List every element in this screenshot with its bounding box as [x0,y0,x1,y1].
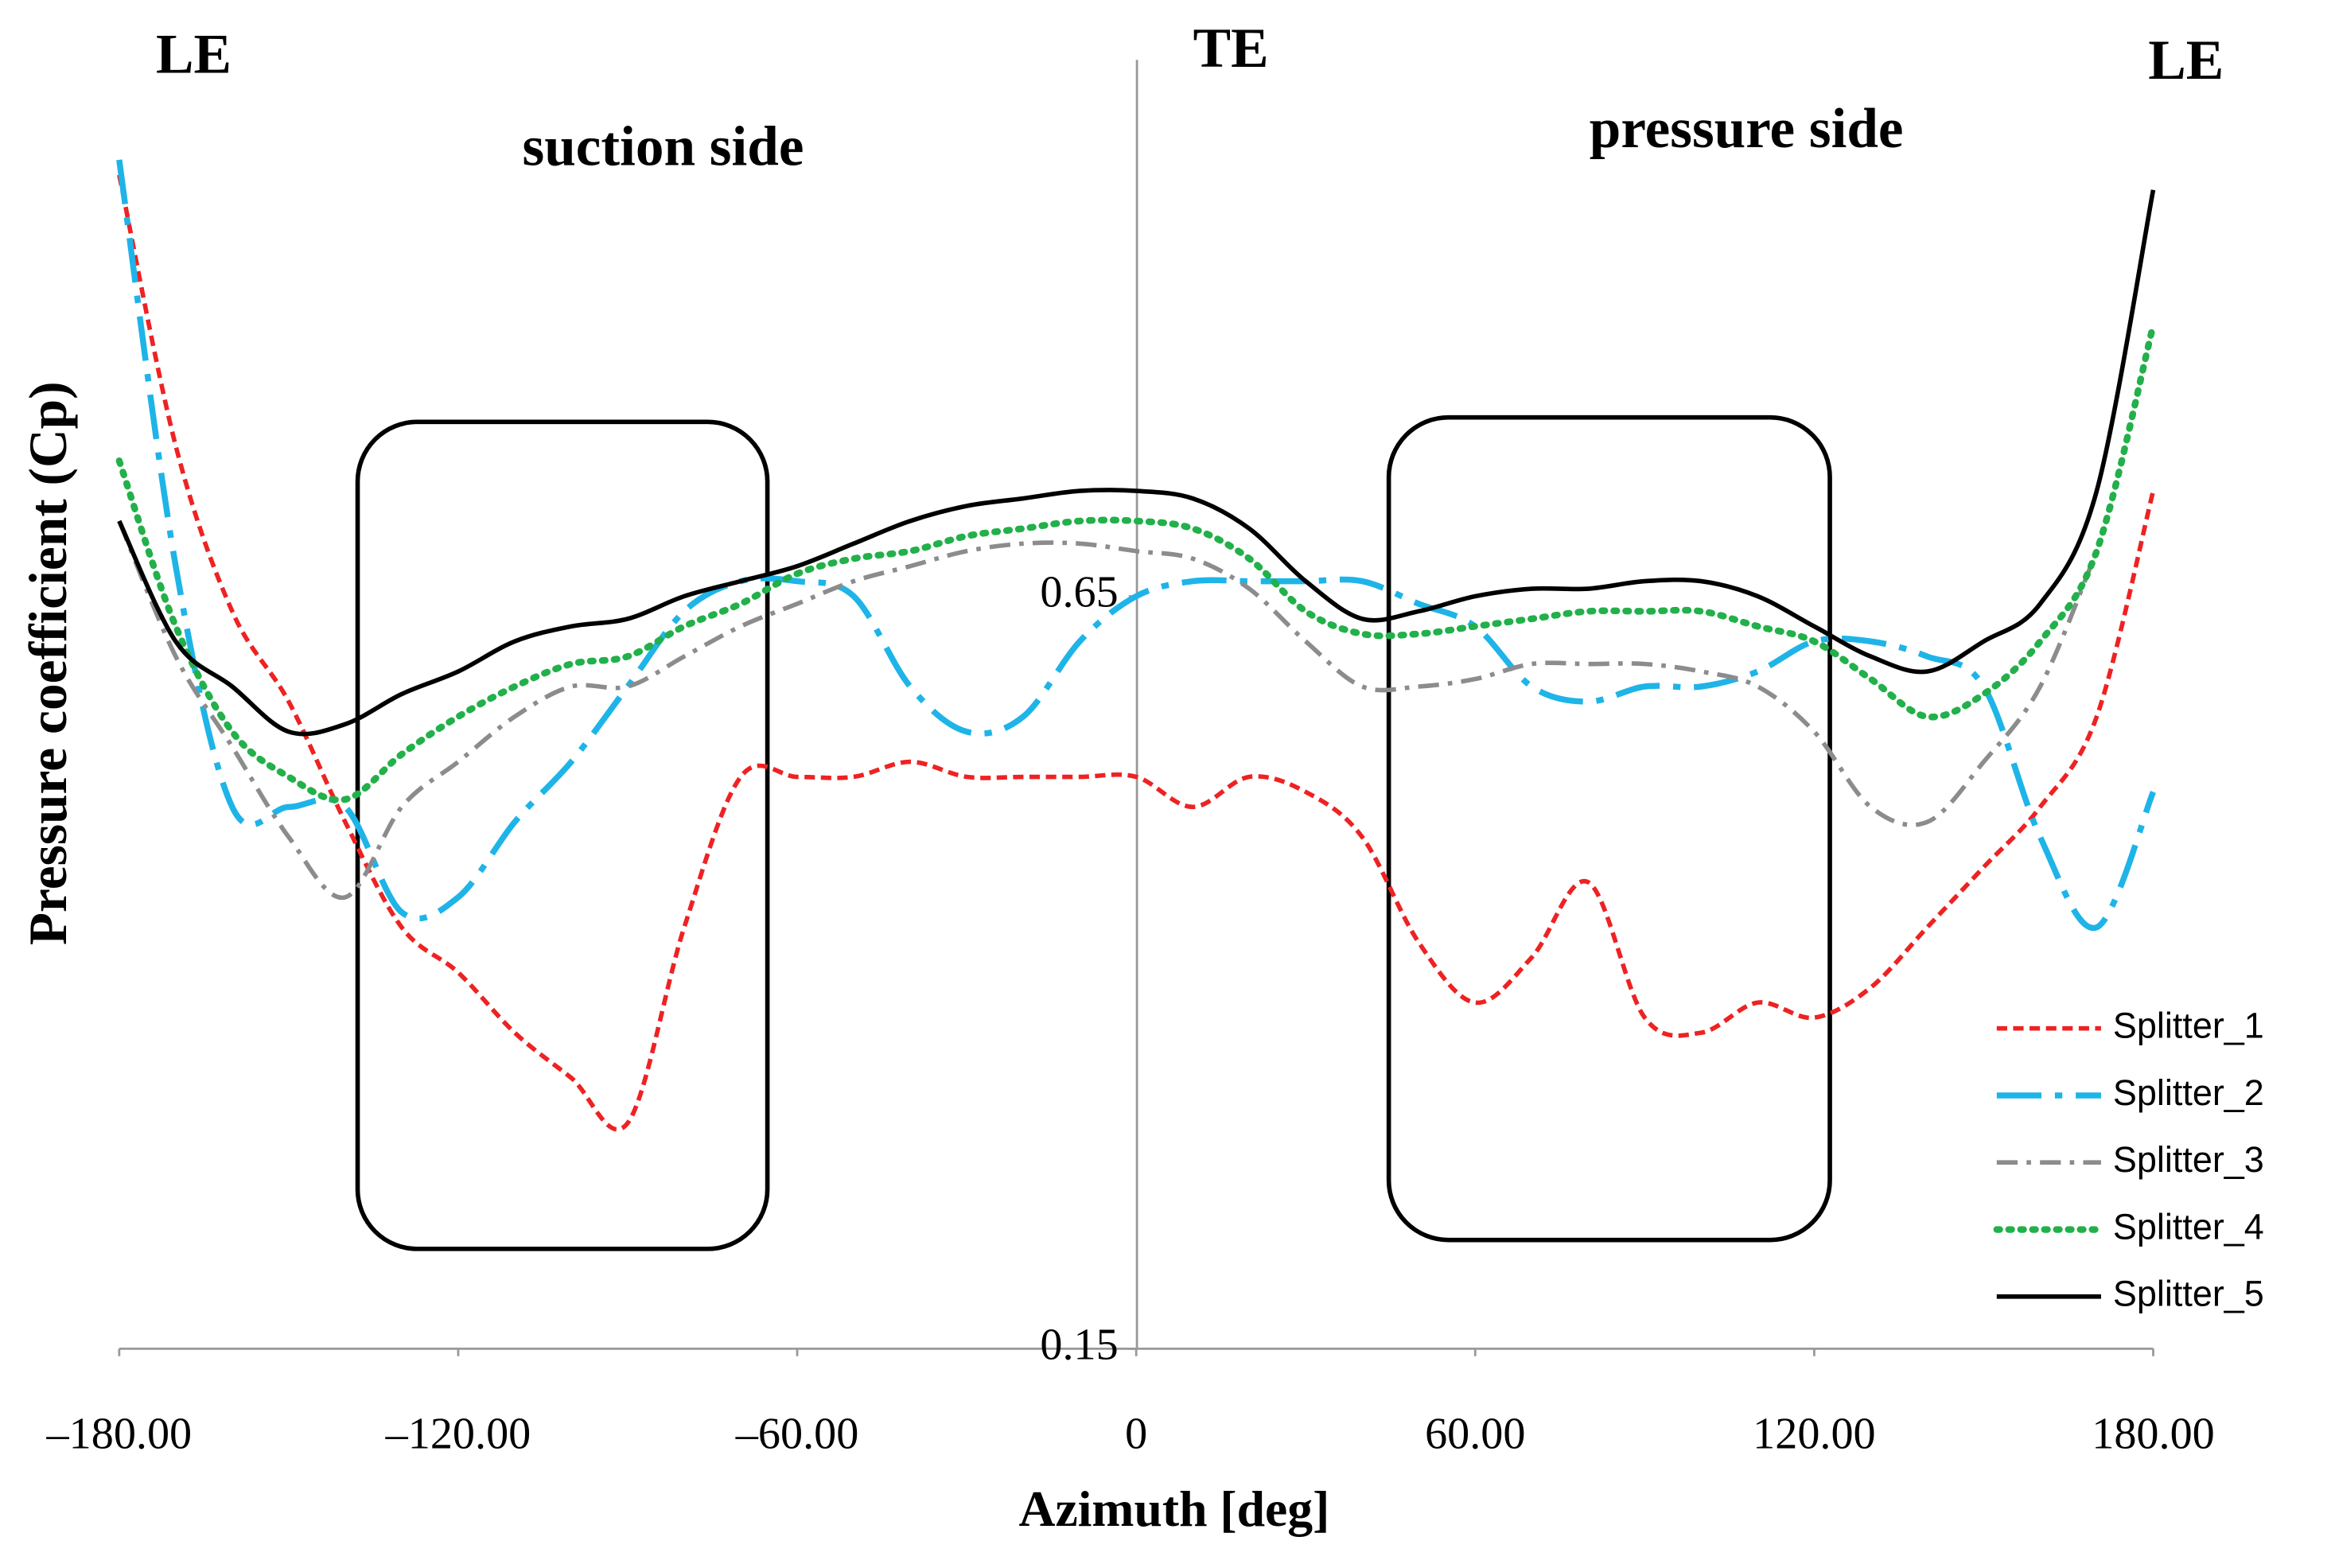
x-tick-label: –180.00 [46,1410,193,1459]
y-tick-label: 0.15 [1040,1320,1118,1369]
annotation: suction side [523,116,804,178]
legend-label: Splitter_2 [2113,1072,2264,1113]
legend-label: Splitter_3 [2113,1139,2264,1180]
annotation: LE [2148,29,2224,91]
annotation: TE [1193,18,1269,80]
x-tick-label: 0 [1125,1410,1147,1459]
x-axis-label: Azimuth [deg] [1019,1480,1330,1537]
series-line [117,174,2156,1132]
x-tick-label: –60.00 [735,1410,859,1459]
x-tick-label: 120.00 [1753,1410,1876,1459]
legend-label: Splitter_1 [2113,1006,2264,1046]
series-line [116,159,2156,932]
legend-label: Splitter_5 [2113,1274,2264,1314]
x-tick-label: 180.00 [2092,1410,2215,1459]
legend-label: Splitter_4 [2113,1206,2264,1247]
series-line [115,321,2157,803]
series-line [117,189,2156,737]
series-line [117,519,2100,901]
x-tick-label: 60.00 [1425,1410,1525,1459]
region-box [1386,414,1832,1243]
x-tick-label: –120.00 [385,1410,531,1459]
annotation: pressure side [1590,98,1904,160]
annotation: LE [156,24,232,86]
region-box [355,419,770,1251]
y-tick-label: 0.65 [1040,567,1118,617]
y-axis-label: Pressure coefficient (Cp) [18,381,78,945]
